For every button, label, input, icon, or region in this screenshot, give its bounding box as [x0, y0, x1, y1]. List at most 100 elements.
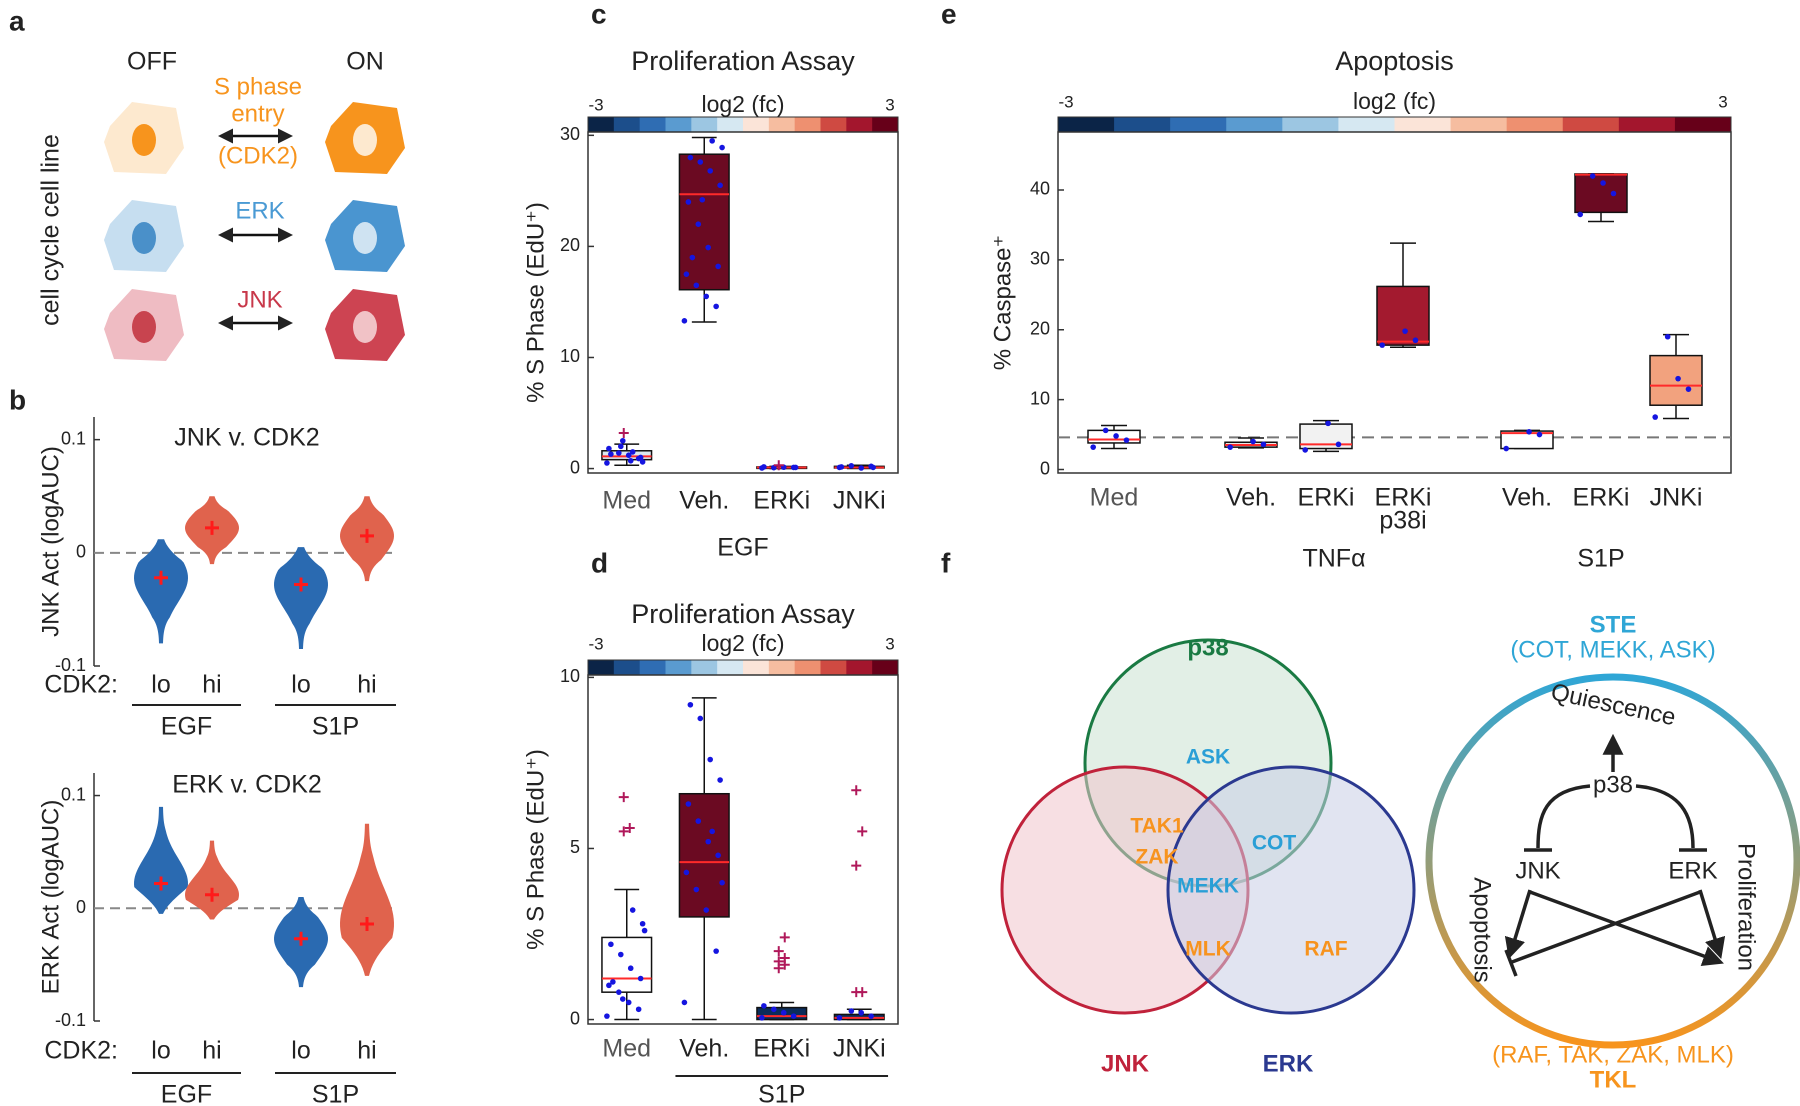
data-point	[1227, 444, 1233, 450]
mean-marker	[154, 570, 168, 585]
venn-diagram: p38 JNK ERK ASK TAK1 ZAK COT MEKK MLK RA…	[1000, 634, 1416, 1077]
colorbar-cell	[872, 660, 899, 675]
y-tick-label: 0.1	[61, 784, 86, 804]
data-point	[709, 828, 715, 835]
data-point	[1526, 428, 1532, 435]
on-label: ON	[346, 48, 384, 76]
y-tick-label: 0	[76, 897, 86, 917]
y-tick-label: 10	[560, 346, 580, 366]
outcome-label: Apoptosis	[1469, 877, 1496, 982]
x-tick-label: Med	[602, 487, 651, 515]
data-point	[1503, 445, 1509, 452]
y-axis-label: ERK Act (logAUC)	[37, 800, 64, 995]
data-point	[1664, 333, 1671, 340]
data-point	[604, 460, 610, 466]
data-point	[717, 182, 723, 189]
y-tick-label: 0	[570, 1008, 580, 1028]
y-tick-label: 30	[1030, 249, 1050, 269]
x-tick-label: hi	[357, 1037, 376, 1065]
mean-marker	[294, 931, 308, 946]
node-label: ERK	[1668, 857, 1717, 884]
y-tick-label: 20	[560, 235, 580, 255]
data-point	[707, 756, 714, 763]
data-point	[697, 159, 704, 165]
x-tick-label: hi	[357, 671, 376, 699]
data-point	[635, 1006, 642, 1013]
y-tick-label: 20	[1030, 319, 1050, 339]
mean-marker	[154, 876, 168, 891]
data-point	[790, 1013, 797, 1019]
cell	[104, 102, 184, 174]
outlier	[618, 428, 629, 439]
y-tick-label: 40	[1030, 179, 1050, 199]
colorbar-cell	[639, 117, 666, 132]
pathway-arrows	[1504, 733, 1726, 977]
mean-marker	[294, 577, 308, 592]
colorbar-cell	[1450, 117, 1508, 132]
y-tick-label: 0	[1040, 458, 1050, 478]
data-point	[713, 948, 719, 954]
group-label: S1P	[312, 713, 359, 741]
y-tick-label: 10	[560, 666, 580, 686]
cell	[104, 289, 184, 361]
outlier	[779, 932, 790, 943]
y-axis-label: % S Phase (EdU⁺)	[522, 202, 549, 403]
data-point	[780, 1009, 787, 1016]
y-tick-label: -0.1	[55, 1010, 86, 1030]
data-point	[719, 144, 725, 151]
plot-frame	[1057, 131, 1732, 474]
data-point	[705, 244, 712, 251]
group-label: TNFα	[1302, 545, 1365, 573]
data-point	[719, 879, 725, 886]
reporter-label: entry	[231, 100, 284, 127]
outlier	[857, 987, 868, 998]
colorbar-label: log2 (fc)	[1353, 88, 1436, 114]
data-point	[687, 701, 694, 708]
data-point	[693, 282, 700, 289]
node-label: p38	[1593, 771, 1633, 798]
colorbar-cell	[846, 117, 873, 132]
data-point	[771, 1006, 777, 1013]
y-tick-label: 5	[570, 837, 580, 857]
data-point	[699, 196, 706, 203]
box	[678, 153, 730, 291]
data-point	[627, 457, 634, 464]
data-point	[1102, 427, 1109, 434]
cell	[325, 200, 405, 272]
colorbar-cell	[691, 117, 718, 132]
data-point	[705, 838, 712, 845]
panel-label: f	[941, 547, 951, 578]
violin	[134, 806, 188, 914]
colorbar-tick: 3	[1718, 92, 1727, 111]
y-tick-label: 0.1	[61, 428, 86, 448]
double-arrow	[218, 128, 293, 331]
data-point	[1325, 420, 1331, 427]
data-point	[617, 951, 624, 958]
cell	[325, 289, 405, 361]
reporter-label: S phase	[214, 73, 302, 100]
plot-frame	[587, 674, 899, 1025]
data-point	[1260, 441, 1267, 448]
member-label: TAK1	[1130, 815, 1184, 838]
group-label: EGF	[717, 534, 768, 562]
colorbar-cell	[820, 117, 847, 132]
colorbar-label: log2 (fc)	[701, 630, 784, 656]
violin	[185, 840, 239, 920]
colorbar-cell	[717, 660, 744, 675]
x-tick-label: hi	[202, 1037, 221, 1065]
data-point	[709, 138, 715, 144]
data-point	[639, 459, 646, 465]
box	[678, 792, 730, 918]
group-label: EGF	[161, 713, 212, 741]
cell-line-label: cell cycle cell line	[37, 134, 65, 326]
colorbar-cell	[691, 660, 718, 675]
data-point	[761, 464, 767, 470]
data-point	[606, 445, 612, 452]
family-ring	[1425, 673, 1800, 1049]
set-label: ERK	[1263, 1050, 1314, 1077]
data-point	[713, 303, 719, 310]
data-point	[1123, 437, 1130, 443]
x-tick-label: p38i	[1379, 507, 1426, 535]
category-prefix: CDK2:	[44, 671, 118, 699]
colorbar-cell	[1338, 117, 1395, 132]
